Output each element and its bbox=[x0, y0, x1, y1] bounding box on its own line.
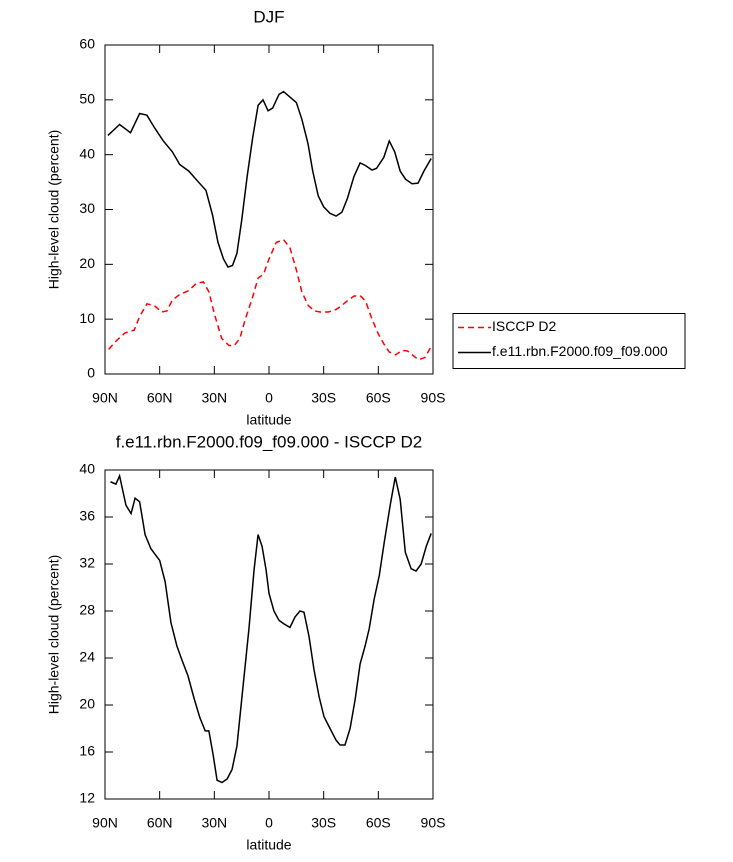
x-tick-label: 30N bbox=[201, 390, 227, 406]
x-tick-label: 30N bbox=[201, 815, 227, 831]
plot-frame bbox=[104, 44, 434, 375]
y-tick-label: 40 bbox=[79, 145, 95, 161]
x-tick-label: 90S bbox=[421, 815, 446, 831]
y-tick-label: 20 bbox=[79, 255, 95, 271]
x-tick-label: 60S bbox=[366, 390, 391, 406]
x-tick-label: 30S bbox=[311, 390, 336, 406]
legend-label: ISCCP D2 bbox=[492, 318, 557, 334]
y-tick-label: 30 bbox=[79, 200, 95, 216]
x-tick-label: 60N bbox=[147, 390, 173, 406]
data-line bbox=[110, 473, 432, 784]
y-tick-label: 24 bbox=[79, 649, 95, 665]
y-tick-label: 28 bbox=[79, 602, 95, 618]
y-axis-label: High-level cloud (percent) bbox=[46, 130, 62, 290]
data-line bbox=[108, 238, 432, 361]
x-tick-label: 90S bbox=[421, 390, 446, 406]
legend-box bbox=[452, 313, 686, 369]
y-tick-label: 20 bbox=[79, 696, 95, 712]
chart-title: f.e11.rbn.F2000.f09_f09.000 - ISCCP D2 bbox=[116, 432, 423, 451]
x-tick-label: 90N bbox=[92, 815, 118, 831]
y-tick-label: 12 bbox=[79, 790, 95, 806]
chart-title: DJF bbox=[253, 7, 284, 26]
x-axis-label: latitude bbox=[246, 412, 291, 428]
y-tick-label: 50 bbox=[79, 91, 95, 107]
y-axis-label: High-level cloud (percent) bbox=[46, 555, 62, 715]
x-tick-label: 0 bbox=[265, 815, 273, 831]
plot-frame bbox=[104, 469, 434, 800]
y-tick-label: 60 bbox=[79, 36, 95, 52]
data-line bbox=[107, 90, 432, 268]
y-tick-label: 0 bbox=[87, 365, 95, 381]
y-tick-label: 16 bbox=[79, 743, 95, 759]
y-tick-label: 40 bbox=[79, 461, 95, 477]
y-tick-label: 10 bbox=[79, 310, 95, 326]
y-tick-label: 36 bbox=[79, 508, 95, 524]
x-tick-label: 90N bbox=[92, 390, 118, 406]
legend-label: f.e11.rbn.F2000.f09_f09.000 bbox=[492, 343, 668, 359]
x-axis-label: latitude bbox=[246, 837, 291, 853]
x-tick-label: 30S bbox=[311, 815, 336, 831]
y-tick-label: 32 bbox=[79, 555, 95, 571]
x-tick-label: 0 bbox=[265, 390, 273, 406]
x-tick-label: 60S bbox=[366, 815, 391, 831]
x-tick-label: 60N bbox=[147, 815, 173, 831]
